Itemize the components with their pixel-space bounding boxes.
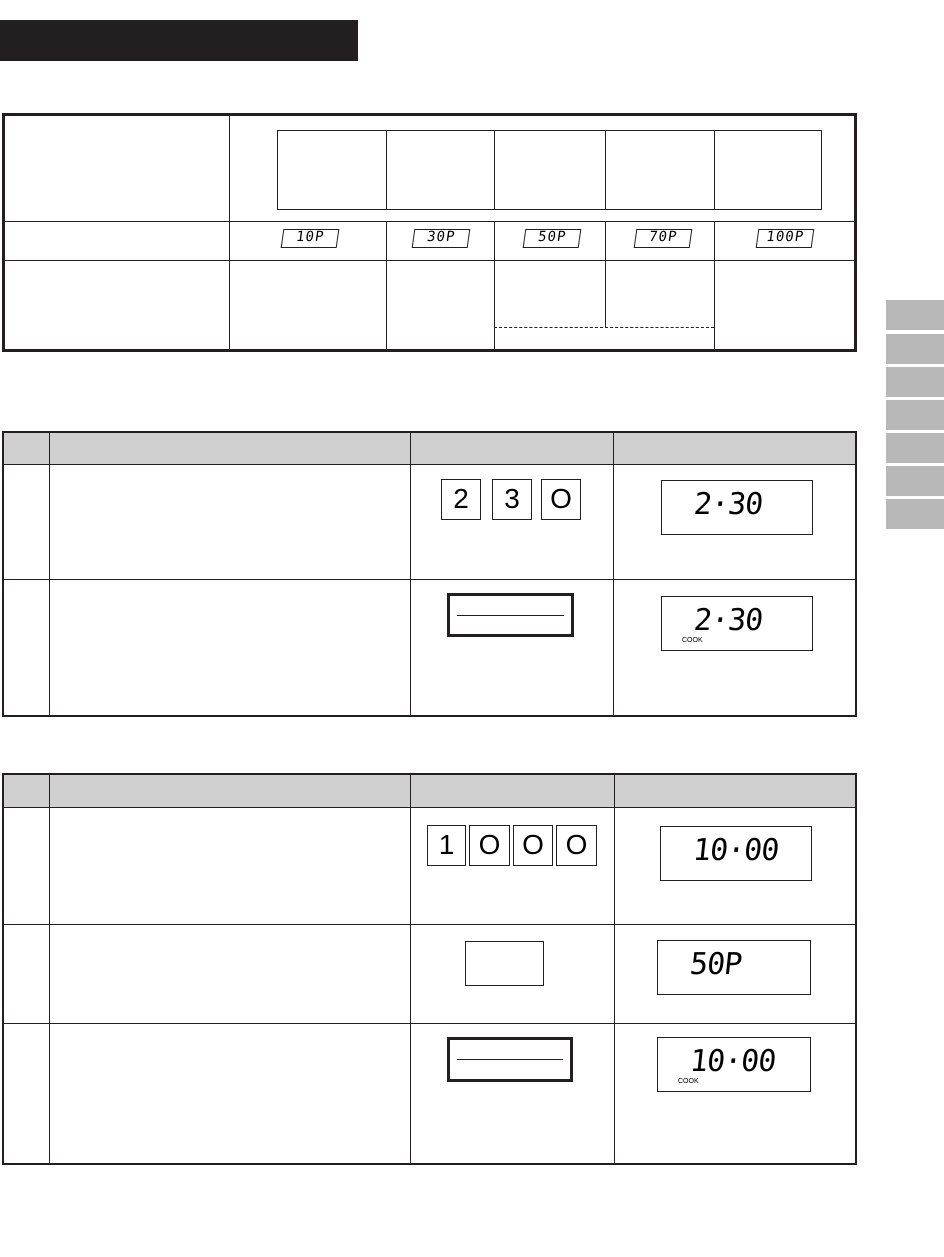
example-table-1 bbox=[2, 431, 857, 717]
key-1: 1 bbox=[427, 825, 466, 866]
power-display-50: 50P bbox=[522, 229, 582, 248]
key-3: 3 bbox=[492, 479, 532, 520]
power-button-illustration bbox=[465, 941, 544, 986]
side-tab[interactable] bbox=[886, 400, 944, 430]
lcd-display: 50P bbox=[657, 940, 811, 995]
side-tab[interactable] bbox=[886, 466, 944, 496]
start-button-illustration bbox=[447, 1037, 573, 1082]
key-2: 2 bbox=[441, 479, 481, 520]
table-header bbox=[2, 773, 857, 808]
power-display-100: 100P bbox=[755, 229, 815, 248]
lcd-display: 10·00 COOK bbox=[657, 1037, 811, 1092]
table-header bbox=[2, 431, 857, 465]
dashed-divider bbox=[494, 327, 714, 328]
divider bbox=[2, 221, 857, 222]
power-display-70: 70P bbox=[633, 229, 693, 248]
side-tab[interactable] bbox=[886, 300, 944, 330]
side-tab[interactable] bbox=[886, 433, 944, 463]
key-0: O bbox=[469, 825, 510, 866]
key-0: O bbox=[541, 479, 581, 520]
lcd-display: 10·00 bbox=[660, 826, 812, 881]
side-tab[interactable] bbox=[886, 334, 944, 364]
side-tab[interactable] bbox=[886, 499, 944, 529]
power-level-table bbox=[2, 113, 857, 352]
power-display-10: 10P bbox=[280, 229, 340, 248]
divider bbox=[229, 113, 230, 352]
start-button-illustration bbox=[447, 593, 574, 637]
key-0: O bbox=[556, 825, 597, 866]
example-table-2 bbox=[2, 773, 857, 1165]
section-title-bar bbox=[0, 20, 358, 61]
power-display-30: 30P bbox=[411, 229, 471, 248]
divider bbox=[2, 260, 857, 261]
lcd-display: 2·30 COOK bbox=[661, 596, 813, 651]
side-tab[interactable] bbox=[886, 367, 944, 397]
key-0: O bbox=[513, 825, 553, 866]
lcd-display: 2·30 bbox=[661, 480, 813, 535]
power-chart-box bbox=[277, 130, 822, 210]
